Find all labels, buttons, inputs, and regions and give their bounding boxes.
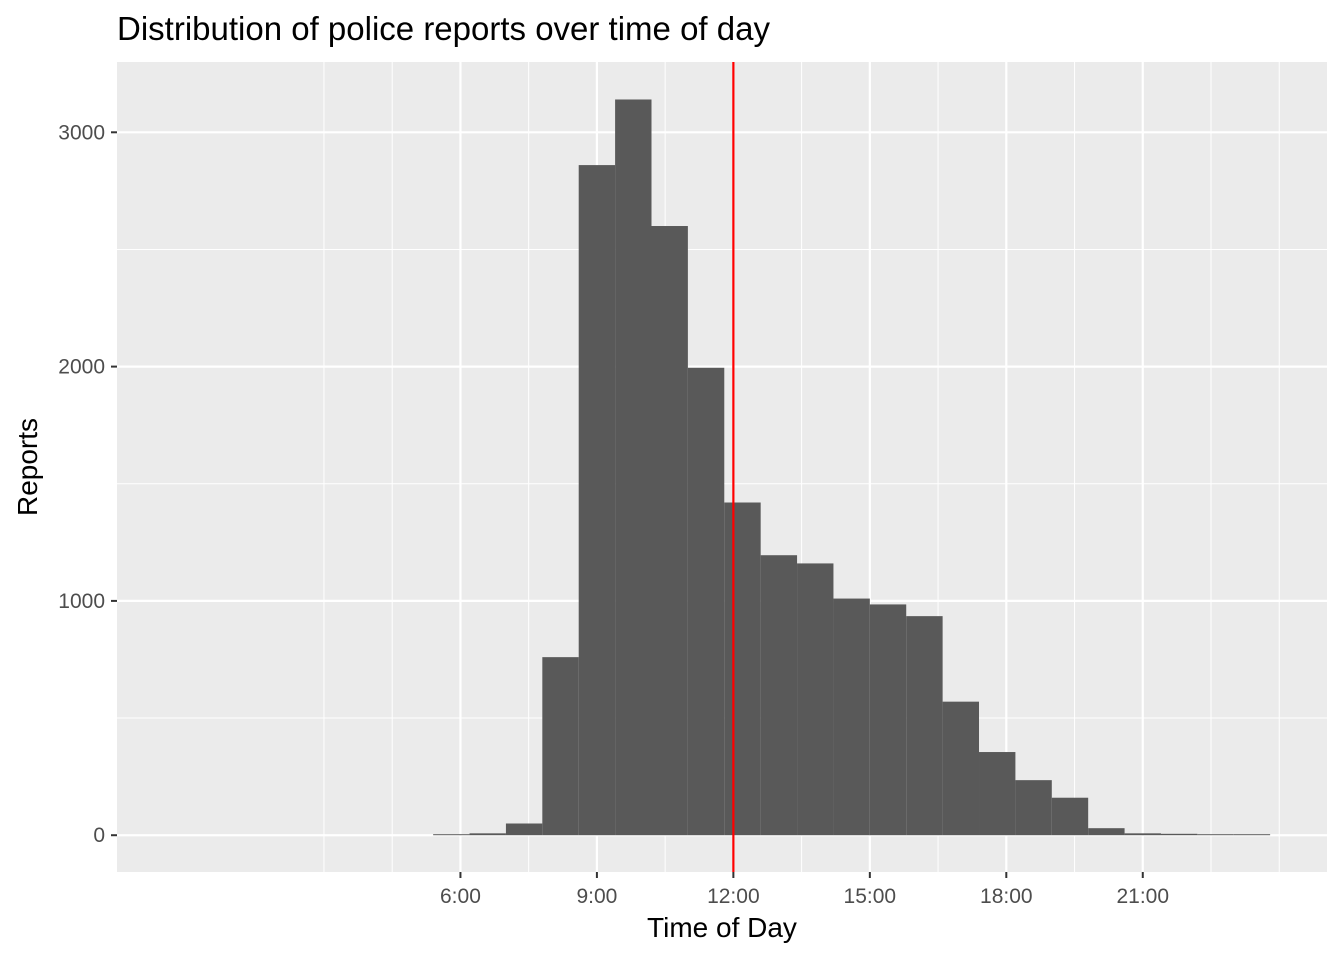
chart-title: Distribution of police reports over time… <box>117 10 770 47</box>
x-tick-label: 6:00 <box>440 885 481 908</box>
histogram-bar <box>1051 797 1089 836</box>
histogram-bar <box>797 563 834 836</box>
histogram-bars <box>433 99 1271 836</box>
histogram-bar <box>578 165 616 836</box>
x-tick-label: 12:00 <box>707 885 760 908</box>
histogram-bar <box>1124 833 1161 836</box>
y-tick-label: 1000 <box>58 590 105 613</box>
x-axis: 6:00 9:00 12:00 15:00 18:00 21:00 <box>440 872 1169 908</box>
histogram-bar <box>833 598 870 836</box>
y-tick-label: 2000 <box>58 356 105 379</box>
histogram-bar <box>542 657 579 836</box>
x-tick-label: 18:00 <box>980 885 1033 908</box>
x-tick-label: 9:00 <box>576 885 617 908</box>
y-axis-title: Reports <box>12 418 43 516</box>
histogram-bar <box>1160 833 1198 836</box>
histogram-bar <box>469 833 506 836</box>
histogram-bar <box>979 752 1016 836</box>
histogram-bar <box>1197 834 1234 836</box>
y-axis: 0 1000 2000 3000 <box>58 121 117 847</box>
histogram-bar <box>1088 828 1125 836</box>
histogram-bar <box>869 604 907 836</box>
y-tick-label: 0 <box>93 824 105 847</box>
histogram-bar <box>906 616 943 836</box>
histogram-bar <box>651 226 688 836</box>
histogram-bar <box>760 555 798 836</box>
histogram-bar <box>615 99 652 836</box>
histogram-bar <box>942 701 980 836</box>
x-tick-label: 21:00 <box>1116 885 1169 908</box>
histogram-bar <box>1233 834 1271 836</box>
histogram-bar <box>687 367 725 836</box>
histogram-bar <box>724 502 761 836</box>
histogram-bar <box>433 834 470 836</box>
histogram-bar <box>505 823 543 836</box>
histogram-bar <box>1015 780 1052 836</box>
x-axis-title: Time of Day <box>647 912 797 943</box>
y-tick-label: 3000 <box>58 121 105 144</box>
x-tick-label: 15:00 <box>844 885 897 908</box>
